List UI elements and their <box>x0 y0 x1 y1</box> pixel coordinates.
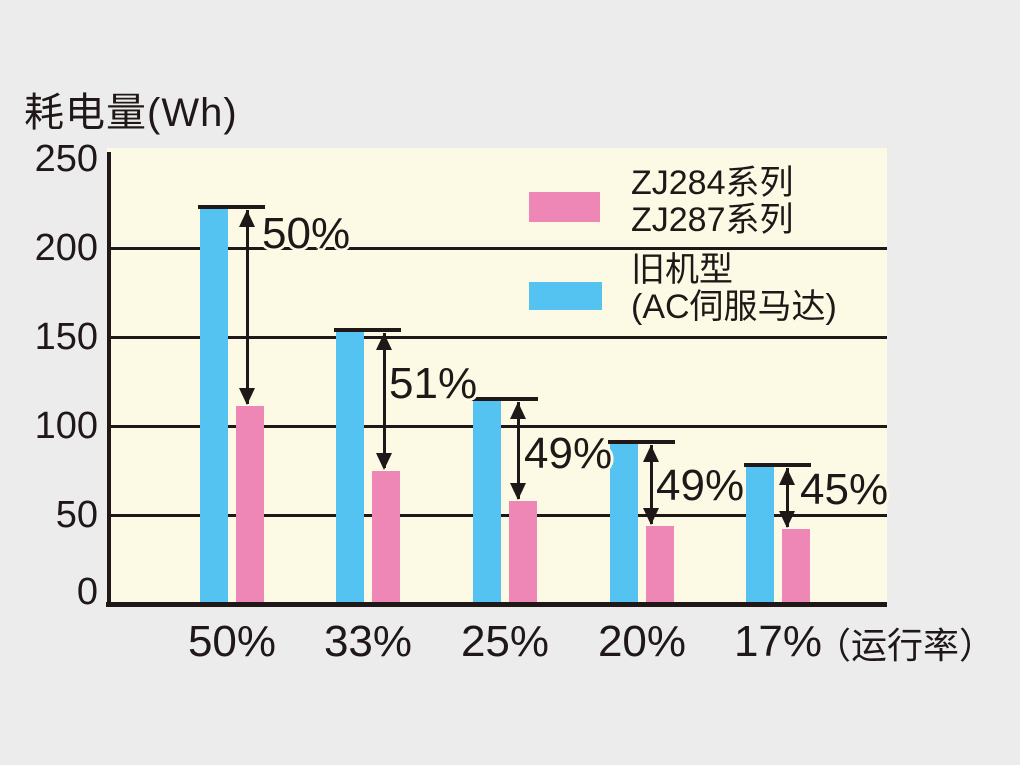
x-tick-label-20%: 20% <box>597 617 687 666</box>
bar-old-50% <box>200 208 228 604</box>
arrow-up-icon <box>376 332 392 350</box>
bar-new-33% <box>372 470 400 604</box>
reduction-cap-line <box>198 204 265 209</box>
legend-label-line: 旧机型 <box>631 251 733 289</box>
x-tick-label-33%: 33% <box>323 617 413 666</box>
arrow-up-icon <box>510 402 526 420</box>
reduction-label-50%: 50% <box>262 209 351 258</box>
legend-swatch-old <box>529 282 602 310</box>
legend-label-old: 旧机型 (AC伺服马达) <box>631 252 837 326</box>
legend-label-line: ZJ287系列 <box>631 201 794 239</box>
arrow-up-icon <box>779 467 795 485</box>
legend-swatch-new <box>529 192 600 222</box>
x-tick-label-17%: 17% <box>733 617 823 666</box>
x-tick-label-50%: 50% <box>187 617 277 666</box>
reduction-cap-line <box>471 397 538 402</box>
y-tick-label-150: 150 <box>34 316 98 358</box>
x-tick-label-25%: 25% <box>460 617 550 666</box>
y-tick-label-50: 50 <box>55 494 98 536</box>
legend-label-line: (AC伺服马达) <box>631 288 837 326</box>
legend-label-new: ZJ284系列 ZJ287系列 <box>631 165 794 239</box>
arrow-up-icon <box>643 444 659 462</box>
reduction-label-33%: 51% <box>389 359 478 408</box>
reduction-arrow-shaft <box>786 467 789 528</box>
bar-new-25% <box>509 500 537 604</box>
bar-old-33% <box>336 331 364 604</box>
arrow-down-icon <box>376 452 392 470</box>
reduction-cap-line <box>608 439 675 444</box>
y-axis-line <box>107 152 111 607</box>
reduction-arrow-shaft <box>517 402 520 499</box>
bar-old-17% <box>746 466 774 604</box>
reduction-arrow-shaft <box>246 209 249 405</box>
arrow-down-icon <box>779 511 795 529</box>
y-tick-label-100: 100 <box>34 405 98 447</box>
bar-old-20% <box>610 443 638 604</box>
grid-line-150 <box>111 336 887 339</box>
arrow-up-icon <box>239 209 255 227</box>
arrow-down-icon <box>510 482 526 500</box>
reduction-label-20%: 49% <box>656 461 745 510</box>
x-axis-line <box>106 602 887 607</box>
bar-new-50% <box>236 406 264 604</box>
bar-new-17% <box>782 529 810 604</box>
y-tick-label-250: 250 <box>34 138 98 180</box>
chart-title: 耗电量(Wh) <box>24 91 238 135</box>
y-tick-label-200: 200 <box>34 227 98 269</box>
arrow-down-icon <box>239 388 255 406</box>
reduction-arrow-shaft <box>650 444 653 524</box>
reduction-arrow-shaft <box>383 332 386 469</box>
reduction-label-17%: 45% <box>800 465 889 514</box>
y-tick-label-0: 0 <box>76 571 98 613</box>
reduction-cap-line <box>744 462 811 467</box>
grid-line-200 <box>111 247 887 250</box>
reduction-label-25%: 49% <box>524 429 613 478</box>
x-axis-unit-note: （运行率） <box>815 625 996 666</box>
reduction-cap-line <box>334 327 401 332</box>
arrow-down-icon <box>643 507 659 525</box>
legend-label-line: ZJ284系列 <box>631 164 794 202</box>
bar-new-20% <box>646 525 674 604</box>
bar-old-25% <box>473 401 501 604</box>
